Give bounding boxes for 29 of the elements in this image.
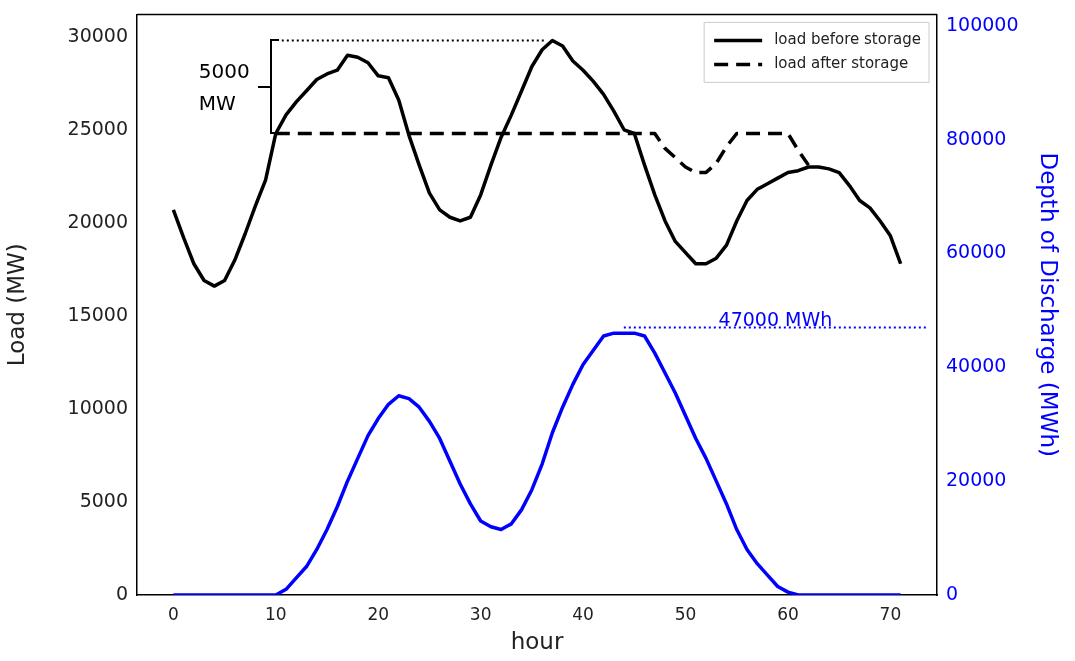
x-tick-label: 40 bbox=[572, 603, 594, 624]
y2-tick-label: 0 bbox=[946, 581, 959, 604]
ref-line-label: 47000 MWh bbox=[718, 307, 833, 330]
y-tick-label: 30000 bbox=[67, 23, 128, 46]
line-series bbox=[274, 131, 811, 175]
y2-tick-label: 80000 bbox=[946, 126, 1007, 149]
x-tick-label: 60 bbox=[777, 603, 799, 624]
x-tick-label: 0 bbox=[167, 603, 179, 624]
y2-tick-label: 100000 bbox=[946, 12, 1019, 35]
x-tick-label: 30 bbox=[469, 603, 492, 624]
y-tick-label: 20000 bbox=[67, 209, 128, 232]
y-tick-label: 15000 bbox=[67, 302, 128, 325]
y-tick-label: 5000 bbox=[79, 488, 128, 511]
legend-label: load before storage bbox=[774, 30, 922, 49]
annotation: 5000 MW bbox=[198, 57, 250, 117]
legend-label: load after storage bbox=[774, 54, 909, 73]
x-tick-label: 50 bbox=[674, 603, 697, 624]
y-axis-title: Load (MW) bbox=[2, 243, 29, 367]
y2-tick-label: 20000 bbox=[946, 468, 1007, 491]
x-tick-label: 10 bbox=[264, 603, 287, 624]
x-tick-label: 70 bbox=[879, 603, 902, 624]
y-tick-label: 0 bbox=[115, 581, 128, 604]
y2-tick-label: 40000 bbox=[946, 354, 1007, 377]
y2-axis-title: Depth of Discharge (MWh) bbox=[1036, 152, 1063, 457]
y-tick-label: 25000 bbox=[67, 116, 128, 139]
x-tick-label: 20 bbox=[367, 603, 390, 624]
x-axis-title: hour bbox=[510, 628, 564, 655]
y2-tick-label: 60000 bbox=[946, 240, 1007, 263]
y-tick-label: 10000 bbox=[67, 395, 128, 418]
